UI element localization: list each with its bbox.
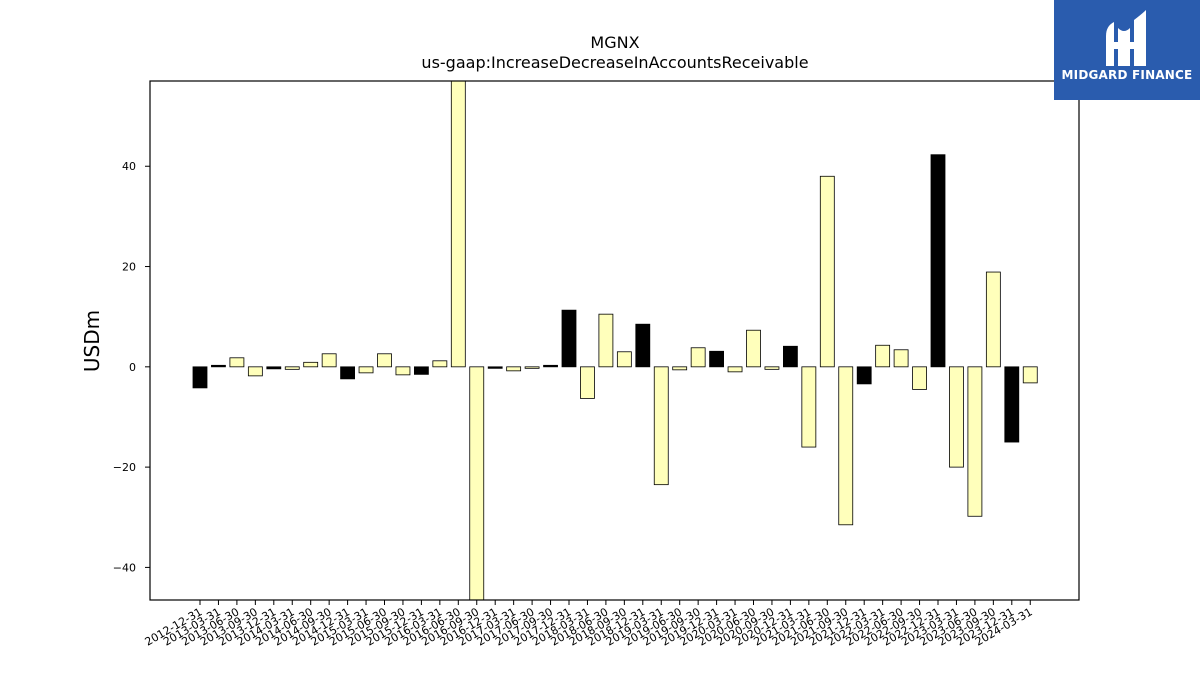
bar <box>413 366 429 375</box>
bar <box>1004 366 1020 443</box>
y-axis-label: USDm <box>80 310 104 372</box>
bar <box>580 366 595 399</box>
bar <box>395 366 411 376</box>
bar <box>672 366 688 371</box>
x-axis: 2012-12-312013-03-312013-06-302013-09-30… <box>143 600 1035 649</box>
bar <box>690 347 706 368</box>
y-tick-label: −40 <box>113 561 136 574</box>
plot-frame <box>149 80 1080 601</box>
bar <box>653 366 669 486</box>
y-tick-label: 40 <box>122 160 136 173</box>
bar <box>358 366 374 374</box>
bar <box>247 366 263 377</box>
chart-subtitle: us-gaap:IncreaseDecreaseInAccountsReceiv… <box>421 53 808 72</box>
bar <box>875 344 891 368</box>
bar <box>985 271 1001 368</box>
bar <box>1022 366 1038 384</box>
bar <box>635 323 651 368</box>
bar <box>709 350 724 368</box>
bar <box>912 366 927 390</box>
y-axis: −40 −20 0 20 40 <box>113 160 150 574</box>
bar <box>746 329 761 368</box>
bar <box>764 366 780 370</box>
bar <box>598 313 614 368</box>
bar <box>284 366 300 370</box>
bar <box>377 353 392 368</box>
bar <box>838 366 854 526</box>
bar <box>561 309 577 368</box>
bar <box>801 366 817 448</box>
bar <box>469 366 485 600</box>
bar <box>727 366 743 373</box>
bar <box>819 175 835 368</box>
bar <box>616 351 632 368</box>
y-tick-label: 20 <box>122 261 136 274</box>
bar <box>266 366 282 370</box>
bar <box>930 154 946 368</box>
bar <box>321 353 337 368</box>
bar <box>487 366 503 369</box>
bar <box>856 366 872 385</box>
bar <box>450 81 466 368</box>
brand-logo: MIDGARD FINANCE <box>1054 0 1200 100</box>
bar <box>543 364 558 368</box>
bar <box>303 361 319 368</box>
midgard-logo-icon <box>1106 10 1146 66</box>
y-tick-label: 0 <box>129 361 136 374</box>
bar <box>783 345 798 368</box>
bar <box>967 366 983 517</box>
bar <box>506 366 522 372</box>
bar <box>340 366 356 380</box>
logo-text: MIDGARD FINANCE <box>1061 68 1193 82</box>
bar <box>211 364 226 368</box>
bar <box>432 360 448 368</box>
bar <box>524 366 540 369</box>
bar <box>893 349 909 368</box>
bar <box>229 357 245 368</box>
chart-title: MGNX <box>590 33 639 52</box>
bars-group <box>192 81 1038 600</box>
bar <box>949 366 964 468</box>
bar <box>192 366 208 389</box>
y-tick-label: −20 <box>113 461 136 474</box>
